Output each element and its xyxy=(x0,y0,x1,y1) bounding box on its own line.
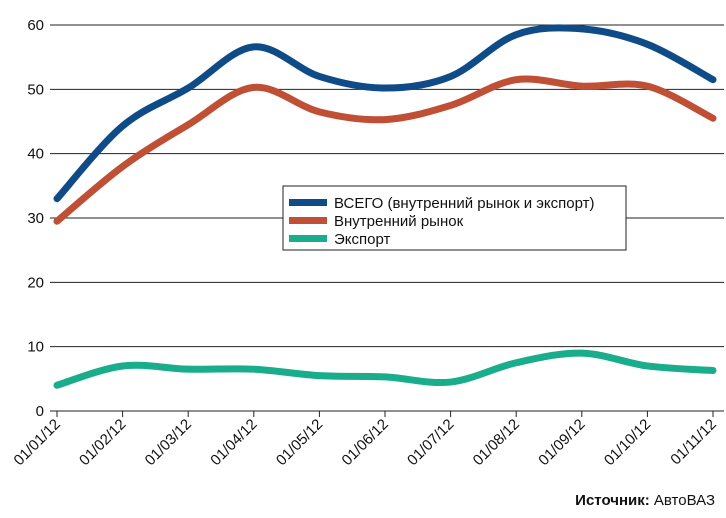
line xyxy=(53,24,717,203)
line xyxy=(53,75,717,225)
y-tick-label: 30 xyxy=(27,210,44,227)
y-tick-label: 20 xyxy=(27,274,44,291)
y-tick-label: 60 xyxy=(27,17,44,34)
x-tick-label: 01/01/12 xyxy=(11,416,64,469)
x-tick-label: 01/07/12 xyxy=(404,416,457,469)
source-label: Источник: xyxy=(575,492,650,509)
legend-box xyxy=(282,185,627,251)
legend-swatch xyxy=(289,217,327,224)
x-tick-label: 01/08/12 xyxy=(470,416,523,469)
legend-label: Экспорт xyxy=(334,231,390,248)
x-tick-label: 01/06/12 xyxy=(339,416,392,469)
legend-swatch xyxy=(289,235,327,242)
y-tick-label: 50 xyxy=(27,81,44,98)
y-tick-label: 40 xyxy=(27,146,44,163)
legend: ВСЕГО (внутренний рынок и экспорт)Внутре… xyxy=(282,185,627,251)
legend-label: ВСЕГО (внутренний рынок и экспорт) xyxy=(334,195,595,212)
source-value: АвтоВАЗ xyxy=(654,492,715,509)
x-tick-label: 01/11/12 xyxy=(667,416,720,469)
x-tick-label: 01/02/12 xyxy=(76,416,129,469)
y-tick-label: 0 xyxy=(36,403,44,420)
x-tick-label: 01/05/12 xyxy=(273,416,326,469)
x-tick-label: 01/09/12 xyxy=(535,416,588,469)
x-tick-label: 01/04/12 xyxy=(207,416,260,469)
line xyxy=(53,349,717,389)
x-tick-label: 01/03/12 xyxy=(142,416,195,469)
legend-swatch xyxy=(289,199,327,206)
x-tick-label: 01/10/12 xyxy=(601,416,654,469)
legend-label: Внутренний рынок xyxy=(334,213,464,230)
y-tick-label: 10 xyxy=(27,339,44,356)
source: Источник: АвтоВАЗ xyxy=(575,492,715,509)
